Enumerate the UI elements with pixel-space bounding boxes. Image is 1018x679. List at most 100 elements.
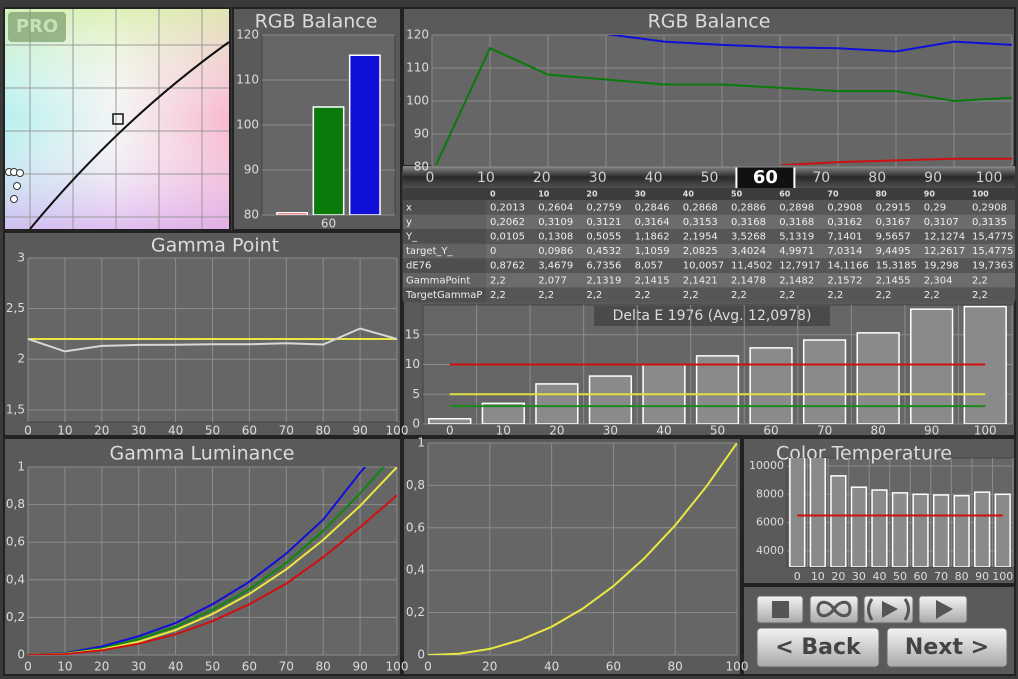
bar xyxy=(749,347,793,424)
table-cell: 0,3107 xyxy=(924,217,959,228)
table-cell: 2,1482 xyxy=(779,275,814,286)
table-row xyxy=(403,273,1015,288)
y-tick-label: 0,8 xyxy=(406,478,425,492)
y-tick-label: 100 xyxy=(236,118,259,132)
column-header: 70 xyxy=(827,190,839,199)
table-cell: 0,29 xyxy=(924,202,946,213)
table-cell: 0,2013 xyxy=(490,202,525,213)
table-cell: 3,5268 xyxy=(731,232,766,243)
bar xyxy=(802,339,847,424)
table-header-bg xyxy=(403,188,1015,200)
x-tick-label: 60 xyxy=(763,424,778,438)
y-tick-label: 80 xyxy=(414,160,429,174)
table-cell: 2,1421 xyxy=(683,275,718,286)
chart-title: RGB Balance xyxy=(648,11,771,33)
chart: 0 0,2 0,4 0,6 0,8 1 0 20 40 60 80 100 xyxy=(406,436,749,674)
x-tick-label: 70 xyxy=(817,424,832,438)
x-tick-label: 80 xyxy=(955,570,969,583)
bar xyxy=(910,308,954,424)
x-tick-label: 60 xyxy=(242,660,257,674)
table-cell: 0 xyxy=(490,246,496,257)
row-label: Y_ xyxy=(405,232,418,243)
x-tick-label: 30 xyxy=(852,570,866,583)
bars xyxy=(428,305,1007,424)
table-row xyxy=(403,200,1015,215)
table-cell: 7,0314 xyxy=(827,246,862,257)
slider-track[interactable] xyxy=(403,166,1015,188)
table-cell: 0,2908 xyxy=(827,202,862,213)
x-tick-label: 50 xyxy=(205,424,220,438)
x-tick-label: 100 xyxy=(386,424,409,438)
table-cell: 0,8762 xyxy=(490,261,525,272)
x-tick-label: 0 xyxy=(794,570,801,583)
next-button[interactable] xyxy=(886,627,1008,668)
table-cell: 8,057 xyxy=(635,261,664,272)
table-cell: 4,9971 xyxy=(779,246,814,257)
x-tick-label: 10 xyxy=(57,424,72,438)
y-tick-label: 0 xyxy=(417,648,425,662)
x-tick-label: 70 xyxy=(934,570,948,583)
table-cell: 0,3135 xyxy=(972,217,1007,228)
x-tick-label: 100 xyxy=(386,660,409,674)
x-tick-label: 30 xyxy=(131,424,146,438)
x-tick-label: 10 xyxy=(811,570,825,583)
bar xyxy=(809,458,826,567)
table-cell: 2,077 xyxy=(538,275,567,286)
back-button[interactable] xyxy=(756,627,880,668)
y-tick-label: 120 xyxy=(236,28,259,42)
column-header: 40 xyxy=(683,190,695,199)
x-tick-label: 0 xyxy=(24,424,32,438)
bar xyxy=(850,486,868,567)
table-cell: 2,2 xyxy=(972,290,988,301)
table-cell: 0,2759 xyxy=(586,202,621,213)
table-cell: 0,3121 xyxy=(586,217,621,228)
chart: Delta E 1976 (Avg. 12,0978) 0 5 10 15 0 10 20 30… xyxy=(405,304,1013,438)
x-tick-label: 40 xyxy=(168,424,183,438)
table-cell: 1,1862 xyxy=(635,232,670,243)
table-cell: 2,0825 xyxy=(683,246,718,257)
table-cell: 2,2 xyxy=(586,290,602,301)
table-cell: 3,4679 xyxy=(538,261,573,272)
series-line xyxy=(605,35,1012,53)
bar xyxy=(428,418,472,424)
x-tick-label: 50 xyxy=(205,660,220,674)
x-tick-label: 0 xyxy=(446,424,454,438)
table-cell: 0,5055 xyxy=(586,232,621,243)
table-cell: 2,1415 xyxy=(635,275,670,286)
slider-label-selected: 60 xyxy=(753,167,778,188)
column-header: 0 xyxy=(490,190,496,199)
row-label-cell xyxy=(403,287,486,303)
table-cell: 14,1166 xyxy=(827,261,868,272)
table-cell: 9,5657 xyxy=(876,232,911,243)
y-tick-label: 0,2 xyxy=(6,610,25,624)
table-cell: 15,4775 xyxy=(972,232,1013,243)
series-line xyxy=(28,494,397,655)
paren-icon xyxy=(867,598,910,621)
table-cell: 15,3185 xyxy=(876,261,917,272)
slider-thumb[interactable] xyxy=(735,164,796,190)
x-tick-label: 0 xyxy=(424,660,432,674)
y-tick-label: 0,6 xyxy=(406,520,425,534)
series-line xyxy=(428,443,737,655)
table-cell: 10,0057 xyxy=(683,261,724,272)
slider-label: 40 xyxy=(645,170,663,186)
bar xyxy=(830,475,847,567)
table-cell: 0,3109 xyxy=(538,217,573,228)
table-cell: 0,0105 xyxy=(490,232,525,243)
bar xyxy=(891,492,909,567)
back-label: < Back xyxy=(775,635,862,660)
x-tick-label: 90 xyxy=(924,424,939,438)
table-cell: 7,1401 xyxy=(827,232,862,243)
x-tick-label: 20 xyxy=(94,660,109,674)
x-tick-label: 20 xyxy=(482,660,497,674)
y-tick-label: 110 xyxy=(236,73,259,87)
y-tick-label: 8000 xyxy=(756,487,784,500)
table-cell: 2,2 xyxy=(779,290,795,301)
slider-label: 30 xyxy=(589,170,607,186)
bar xyxy=(588,375,633,424)
x-tick-label: 40 xyxy=(656,424,671,438)
slider-label: 80 xyxy=(868,170,886,186)
slider-label: 90 xyxy=(924,170,942,186)
x-tick-label: 20 xyxy=(831,570,845,583)
